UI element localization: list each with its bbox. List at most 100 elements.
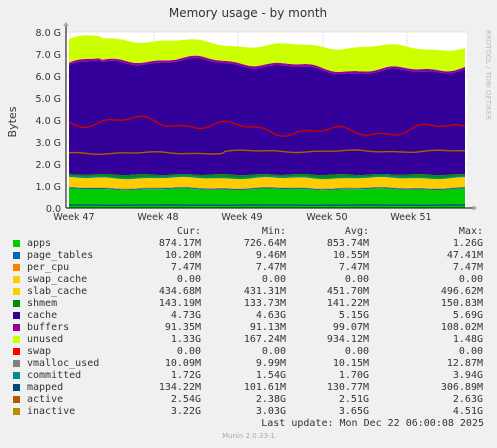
legend-value-min: 0.00 xyxy=(261,274,286,285)
legend-table: Cur: Min: Avg: Max: apps 874.17M 726.64M 85… xyxy=(0,226,497,418)
column-header-max: Max: xyxy=(458,226,483,237)
legend-row-apps: apps 874.17M 726.64M 853.74M 1.26G xyxy=(0,238,497,250)
legend-row-swap: swap 0.00 0.00 0.00 0.00 xyxy=(0,346,497,358)
legend-swatch xyxy=(13,408,20,415)
legend-swatch xyxy=(13,288,20,295)
legend-value-cur: 0.00 xyxy=(176,274,201,285)
legend-value-cur: 4.73G xyxy=(170,310,201,321)
legend-value-min: 1.54G xyxy=(255,370,286,381)
legend-row-active: active 2.54G 2.38G 2.51G 2.63G xyxy=(0,394,497,406)
x-tick-label: Week 51 xyxy=(390,212,431,223)
line-inactive xyxy=(68,115,466,137)
line-active xyxy=(69,149,466,156)
legend-swatch xyxy=(13,240,20,247)
legend-value-avg: 853.74M xyxy=(326,238,369,249)
legend-value-min: 726.64M xyxy=(243,238,286,249)
area-slab-cache xyxy=(69,176,465,189)
legend-series-name: mapped xyxy=(27,382,64,393)
legend-value-max: 7.47M xyxy=(452,262,483,273)
legend-row-mapped: mapped 134.22M 101.61M 130.77M 306.89M xyxy=(0,382,497,394)
legend-series-name: shmem xyxy=(27,298,58,309)
area-buffers xyxy=(69,55,465,75)
y-tick-label: 1.0 G xyxy=(36,182,62,193)
legend-value-cur: 3.22G xyxy=(170,406,201,417)
legend-value-max: 1.26G xyxy=(452,238,483,249)
legend-value-min: 431.31M xyxy=(243,286,286,297)
legend-row-buffers: buffers 91.35M 91.13M 99.07M 108.02M xyxy=(0,322,497,334)
legend-swatch xyxy=(13,372,20,379)
legend-swatch xyxy=(13,360,20,367)
legend-series-name: page_tables xyxy=(27,250,94,261)
y-axis-arrow xyxy=(63,22,69,26)
legend-value-avg: 10.15M xyxy=(332,358,369,369)
legend-value-avg: 451.70M xyxy=(326,286,369,297)
legend-value-cur: 134.22M xyxy=(158,382,201,393)
legend-value-min: 4.63G xyxy=(255,310,286,321)
legend-value-min: 7.47M xyxy=(255,262,286,273)
y-tick-label: 4.0 G xyxy=(36,116,62,127)
legend-series-name: per_cpu xyxy=(27,262,70,273)
legend-value-min: 0.00 xyxy=(261,346,286,357)
legend-value-max: 0.00 xyxy=(458,274,483,285)
legend-value-max: 4.51G xyxy=(452,406,483,417)
y-tick-label: 0.0 xyxy=(46,204,61,215)
legend-value-cur: 143.19M xyxy=(158,298,201,309)
legend-value-avg: 1.70G xyxy=(338,370,369,381)
x-tick-label: Week 49 xyxy=(221,212,262,223)
legend-value-cur: 1.33G xyxy=(170,334,201,345)
legend-value-min: 133.73M xyxy=(243,298,286,309)
legend-value-max: 150.83M xyxy=(440,298,483,309)
axes: 0.0 1.0 G 2.0 G 3.0 G 4.0 G 5.0 G 6.0 G 7.0 G 8.… xyxy=(36,22,477,223)
legend-swatch xyxy=(13,300,20,307)
legend-value-avg: 0.00 xyxy=(344,274,369,285)
legend-value-avg: 130.77M xyxy=(326,382,369,393)
series-layer xyxy=(68,35,466,208)
legend-value-max: 12.87M xyxy=(446,358,483,369)
legend-value-avg: 3.65G xyxy=(338,406,369,417)
legend-value-cur: 1.72G xyxy=(170,370,201,381)
legend-value-min: 3.03G xyxy=(255,406,286,417)
legend-row-swap-cache: swap_cache 0.00 0.00 0.00 0.00 xyxy=(0,274,497,286)
legend-value-avg: 99.07M xyxy=(332,322,369,333)
legend-row-shmem: shmem 143.19M 133.73M 141.22M 150.83M xyxy=(0,298,497,310)
legend-row-cache: cache 4.73G 4.63G 5.15G 5.69G xyxy=(0,310,497,322)
area-page-tables xyxy=(69,187,465,191)
x-tick-label: Week 50 xyxy=(306,212,347,223)
legend-swatch xyxy=(13,324,20,331)
x-tick-label: Week 48 xyxy=(137,212,178,223)
y-tick-label: 3.0 G xyxy=(36,138,62,149)
legend-series-name: vmalloc_used xyxy=(27,358,100,369)
legend-value-max: 0.00 xyxy=(458,346,483,357)
legend-swatch xyxy=(13,276,20,283)
legend-row-slab-cache: slab_cache 434.68M 431.31M 451.70M 496.62M xyxy=(0,286,497,298)
column-header-avg: Avg: xyxy=(344,226,369,237)
legend-value-avg: 0.00 xyxy=(344,346,369,357)
legend-series-name: buffers xyxy=(27,322,70,333)
legend-value-max: 5.69G xyxy=(452,310,483,321)
legend-row-inactive: inactive 3.22G 3.03G 3.65G 4.51G xyxy=(0,406,497,418)
legend-value-avg: 7.47M xyxy=(338,262,369,273)
legend-value-cur: 10.09M xyxy=(164,358,201,369)
legend-value-avg: 934.12M xyxy=(326,334,369,345)
y-tick-label: 7.0 G xyxy=(36,50,62,61)
legend-swatch xyxy=(13,396,20,403)
column-header-cur: Cur: xyxy=(176,226,201,237)
legend-value-cur: 2.54G xyxy=(170,394,201,405)
legend-value-avg: 5.15G xyxy=(338,310,369,321)
legend-value-max: 496.62M xyxy=(440,286,483,297)
legend-series-name: swap xyxy=(27,346,52,357)
legend-value-cur: 874.17M xyxy=(158,238,201,249)
column-header-min: Min: xyxy=(261,226,286,237)
legend-series-name: inactive xyxy=(27,406,76,417)
legend-swatch xyxy=(13,264,20,271)
last-update: Last update: Mon Dec 22 06:00:08 2025 xyxy=(261,418,484,429)
legend-value-max: 306.89M xyxy=(440,382,483,393)
legend-row-vmalloc-used: vmalloc_used 10.09M 9.99M 10.15M 12.87M xyxy=(0,358,497,370)
legend-value-min: 101.61M xyxy=(243,382,286,393)
y-axis-label: Bytes xyxy=(6,106,19,137)
legend-swatch xyxy=(13,384,20,391)
legend-row-per-cpu: per_cpu 7.47M 7.47M 7.47M 7.47M xyxy=(0,262,497,274)
legend-value-cur: 10.20M xyxy=(164,250,201,261)
legend-value-min: 167.24M xyxy=(243,334,286,345)
y-tick-label: 8.0 G xyxy=(36,28,62,39)
